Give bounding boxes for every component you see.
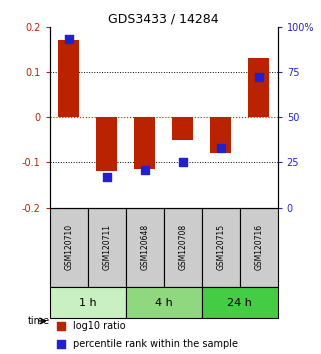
Bar: [126, 287, 202, 318]
Text: log10 ratio: log10 ratio: [73, 321, 125, 331]
Bar: [126, 207, 164, 287]
Point: [180, 159, 185, 165]
Point: [66, 36, 71, 42]
Text: 1 h: 1 h: [79, 297, 97, 308]
Text: percentile rank within the sample: percentile rank within the sample: [73, 339, 238, 349]
Text: time: time: [28, 316, 50, 326]
Point: [142, 167, 147, 172]
Bar: [58, 40, 79, 117]
Bar: [202, 287, 278, 318]
Bar: [96, 117, 117, 171]
Bar: [164, 207, 202, 287]
Text: GSM120648: GSM120648: [140, 224, 149, 270]
Text: GSM120715: GSM120715: [216, 224, 225, 270]
Bar: [172, 117, 193, 139]
Text: GSM120708: GSM120708: [178, 224, 187, 270]
Bar: [88, 207, 126, 287]
Bar: [210, 117, 231, 153]
Text: 4 h: 4 h: [155, 297, 173, 308]
Point: [218, 145, 223, 150]
Point: [265, 272, 270, 278]
Bar: [50, 207, 88, 287]
Bar: [248, 58, 269, 117]
Bar: [240, 207, 278, 287]
Text: GSM120711: GSM120711: [102, 224, 111, 270]
Title: GDS3433 / 14284: GDS3433 / 14284: [108, 12, 219, 25]
Bar: [202, 207, 240, 287]
Text: GSM120710: GSM120710: [64, 224, 73, 270]
Text: GSM120716: GSM120716: [254, 224, 263, 270]
Point: [265, 109, 270, 115]
Point: [104, 174, 109, 179]
Point: [256, 74, 261, 80]
Bar: [134, 117, 155, 169]
Text: 24 h: 24 h: [227, 297, 252, 308]
Bar: [50, 287, 126, 318]
